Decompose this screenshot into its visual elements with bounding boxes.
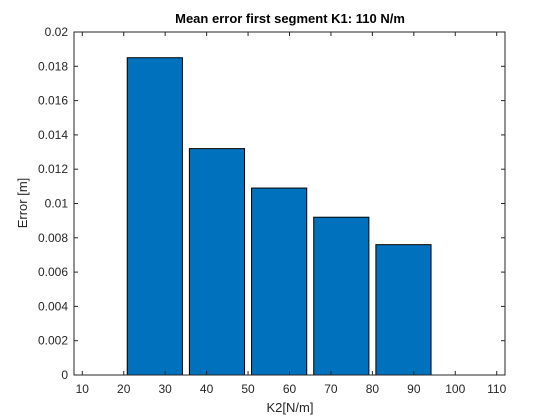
y-tick-label-2: 0.002 [38, 334, 68, 348]
x-tick-label-8: 80 [366, 382, 380, 396]
x-tick-label-6: 60 [283, 382, 297, 396]
y-tick-label-4: 0.006 [38, 265, 68, 279]
x-tick-label-3: 30 [158, 382, 172, 396]
x-tick-label-4: 40 [200, 382, 214, 396]
y-tick-label-1: 0 [61, 368, 68, 382]
y-tick-label-3: 0.004 [38, 299, 68, 313]
x-tick-label-11: 110 [487, 382, 506, 396]
bar-2 [188, 148, 246, 376]
y-tick-label-5: 0.008 [38, 231, 68, 245]
x-tick-label-1: 10 [76, 382, 90, 396]
y-tick-label-10: 0.018 [38, 59, 68, 73]
x-tick-label-9: 90 [407, 382, 421, 396]
chart-title: Mean error first segment K1: 110 N/m [175, 11, 405, 26]
bars-group [126, 57, 432, 376]
x-tick-label-5: 50 [241, 382, 255, 396]
y-tick-label-9: 0.016 [38, 94, 68, 108]
y-tick-label-7: 0.012 [38, 162, 68, 176]
bar-5 [375, 244, 432, 376]
y-axis-title: Error [m] [15, 178, 30, 229]
x-tick-label-10: 100 [445, 382, 465, 396]
y-tick-label-11: 0.02 [45, 25, 69, 39]
x-tick-label-2: 20 [117, 382, 131, 396]
y-tick-label-8: 0.014 [38, 128, 68, 142]
bar-1 [126, 57, 183, 376]
bar-4 [313, 216, 370, 376]
x-axis-title: K2[N/m] [267, 400, 314, 415]
axes-group: 10 20 30 40 50 60 70 80 90 100 110 0 0.002 0.004 0.006… [38, 25, 507, 396]
x-tick-label-7: 70 [324, 382, 338, 396]
bar-3 [251, 187, 308, 376]
y-tick-label-6: 0.01 [45, 197, 69, 211]
